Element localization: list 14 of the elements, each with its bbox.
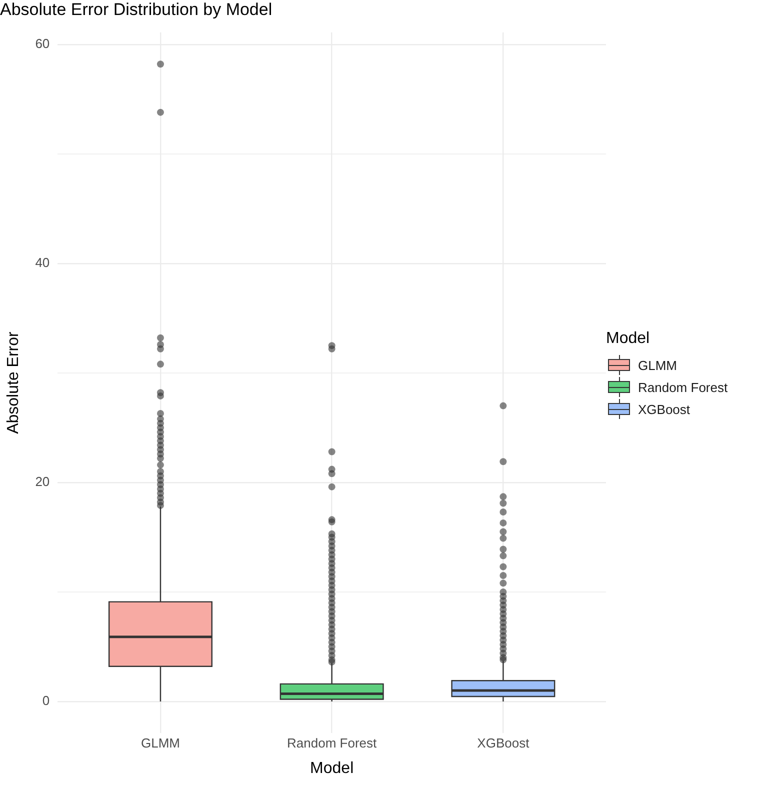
chart-title: Absolute Error Distribution by Model (0, 0, 272, 19)
y-tick-label: 40 (35, 255, 50, 270)
x-tick-label: GLMM (140, 736, 180, 751)
legend-label: XGBoost (638, 402, 690, 416)
y-tick-label: 20 (35, 474, 50, 490)
legend-label: GLMM (638, 358, 677, 372)
y-tick-label: 60 (35, 36, 50, 52)
legend-title: Model (606, 330, 651, 348)
x-axis-title: Model (310, 760, 354, 777)
x-tick-label: Random Forest (287, 736, 378, 751)
x-tick-label: XGBoost (477, 736, 530, 751)
y-axis-title: Absolute Error (5, 330, 22, 434)
y-tick-label: 0 (42, 693, 50, 708)
legend-label: Random Forest (638, 380, 728, 394)
